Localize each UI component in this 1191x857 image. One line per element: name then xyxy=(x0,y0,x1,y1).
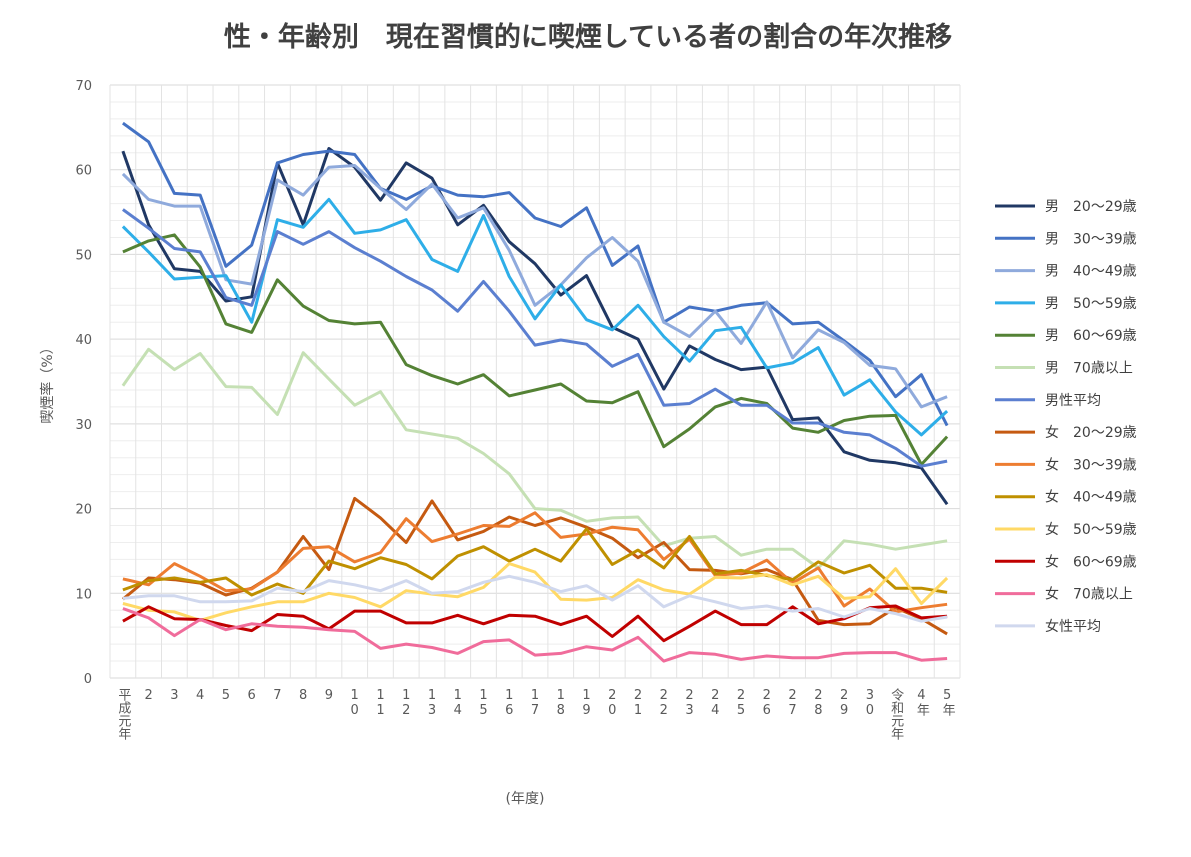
x-tick-label: 令和元年 xyxy=(888,688,904,740)
series-line xyxy=(122,527,948,597)
x-tick-label: 18 xyxy=(553,688,568,718)
x-tick-label: 4 xyxy=(193,688,208,703)
x-tick-label: 24 xyxy=(708,688,723,718)
x-tick-label: 22 xyxy=(656,688,671,718)
x-tick-label: 27 xyxy=(785,688,800,718)
series-line xyxy=(121,164,948,409)
x-tick-label: 13 xyxy=(424,688,439,718)
x-tick-label: 28 xyxy=(811,688,826,718)
x-tick-label: 29 xyxy=(837,688,852,718)
x-axis-label: (年度) xyxy=(506,791,545,807)
x-tick-label: 4年 xyxy=(914,688,930,716)
x-tick-label: 30 xyxy=(862,688,877,718)
legend-label: 男 20〜29歳 xyxy=(1045,199,1137,215)
x-tick-label: 15 xyxy=(476,688,491,718)
x-tick-label: 2 xyxy=(141,688,156,703)
legend-label: 女 50〜59歳 xyxy=(1045,521,1137,538)
series-line xyxy=(122,607,948,663)
series-line xyxy=(122,121,949,427)
x-axis-ticks: 平成元年 2 3 4 5 6 7 8 9 10 11 12 13 14 15 16 17 18 19 20 21 22 23… xyxy=(115,688,955,740)
legend-label: 男性平均 xyxy=(1045,393,1101,409)
legend-label: 女 20〜29歳 xyxy=(1045,424,1137,441)
series-line xyxy=(122,562,949,622)
series-line xyxy=(122,511,948,614)
y-tick-label: 40 xyxy=(75,333,92,348)
y-tick-label: 70 xyxy=(75,79,92,94)
y-tick-label: 60 xyxy=(75,164,92,179)
y-tick-label: 20 xyxy=(75,503,92,518)
x-tick-label: 5 xyxy=(218,688,233,703)
legend-label: 女 40〜49歳 xyxy=(1045,489,1137,506)
legend-label: 女性平均 xyxy=(1045,618,1101,635)
y-tick-label: 50 xyxy=(75,248,92,263)
y-axis-label: 喫煙率（%） xyxy=(39,340,56,423)
x-tick-label: 7 xyxy=(270,688,285,703)
legend-label: 男 70歳以上 xyxy=(1045,361,1133,377)
x-tick-label: 5年 xyxy=(940,688,956,716)
x-tick-label: 3 xyxy=(167,688,182,703)
x-tick-label: 8 xyxy=(296,688,311,703)
x-tick-label: 25 xyxy=(734,688,749,718)
y-tick-label: 10 xyxy=(75,587,92,602)
x-tick-label: 平成元年 xyxy=(115,688,131,740)
x-tick-label: 26 xyxy=(759,688,774,718)
x-tick-label: 14 xyxy=(450,688,465,718)
x-tick-label: 19 xyxy=(579,688,594,718)
x-tick-label: 6 xyxy=(244,688,259,703)
legend-label: 女 70歳以上 xyxy=(1045,586,1133,603)
x-tick-label: 16 xyxy=(502,688,517,718)
x-tick-label: 17 xyxy=(528,688,543,718)
legend-label: 男 40〜49歳 xyxy=(1045,264,1137,280)
chart-title: 性・年齢別 現在習慣的に喫煙している者の割合の年次推移 xyxy=(224,21,952,53)
legend-label: 男 30〜39歳 xyxy=(1045,231,1137,247)
legend-label: 女 30〜39歳 xyxy=(1045,456,1137,473)
legend-label: 女 60〜69歳 xyxy=(1045,553,1137,570)
y-tick-label: 0 xyxy=(84,672,92,687)
x-tick-label: 23 xyxy=(682,688,697,718)
series-line xyxy=(121,347,948,570)
x-tick-label: 20 xyxy=(605,688,620,718)
y-axis-ticks: 0 10 20 30 40 50 60 70 xyxy=(75,79,92,687)
y-tick-label: 30 xyxy=(75,418,92,433)
series-line xyxy=(121,197,949,437)
x-tick-label: 10 xyxy=(347,688,362,718)
x-tick-label: 11 xyxy=(373,688,388,718)
series-line xyxy=(122,233,949,466)
series-lines xyxy=(121,121,949,663)
series-line xyxy=(122,208,948,468)
legend-label: 男 50〜59歳 xyxy=(1045,296,1137,312)
x-tick-label: 12 xyxy=(399,688,414,718)
series-line xyxy=(121,496,948,636)
x-tick-label: 9 xyxy=(321,688,336,703)
x-tick-label: 21 xyxy=(631,688,646,718)
legend-label: 男 60〜69歳 xyxy=(1045,328,1137,344)
series-line xyxy=(122,574,948,623)
